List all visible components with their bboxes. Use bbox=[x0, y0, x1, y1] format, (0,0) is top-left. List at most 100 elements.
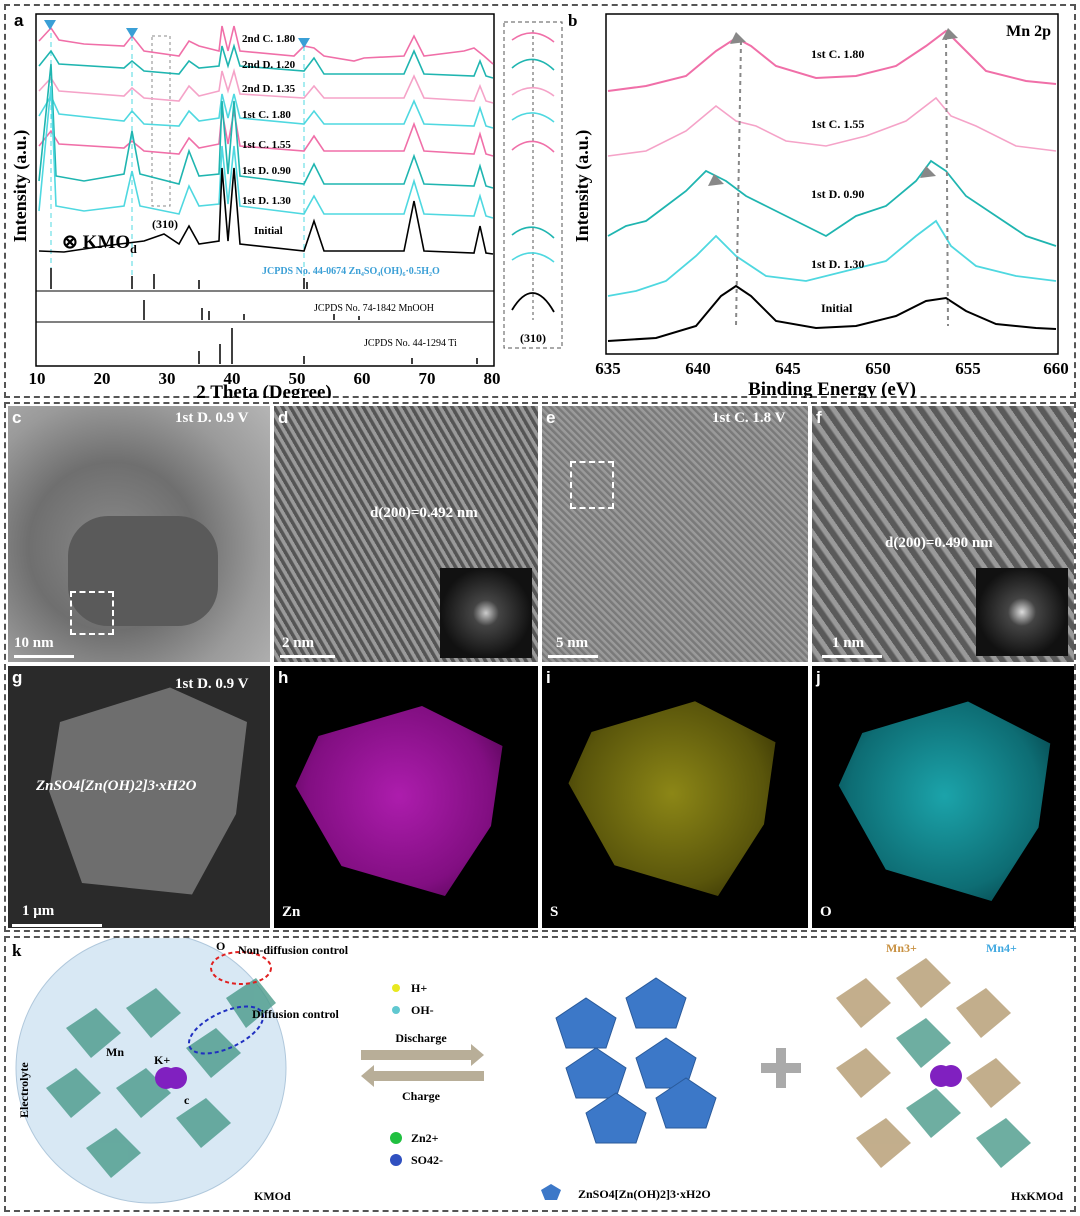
svg-text:⊗ KMOd: ⊗ KMOd bbox=[62, 232, 137, 256]
svg-text:1st C. 1.55: 1st C. 1.55 bbox=[811, 117, 864, 131]
svg-text:Initial: Initial bbox=[821, 301, 853, 315]
svg-text:1st D. 0.90: 1st D. 0.90 bbox=[242, 165, 291, 177]
svg-text:Charge: Charge bbox=[402, 1089, 441, 1103]
svg-text:655: 655 bbox=[955, 359, 981, 378]
svg-text:2nd D. 1.20: 2nd D. 1.20 bbox=[242, 59, 296, 71]
top-panel-frame bbox=[4, 4, 1076, 398]
svg-text:O: O bbox=[216, 939, 225, 953]
panel-g-caption: 1st D. 0.9 V bbox=[175, 676, 249, 692]
panel-a-inset: (310) bbox=[503, 21, 563, 349]
panel-a-xrd-chart: a 2nd C. 1.80 2nd D. 1.20 2nd D. 1.35 1s… bbox=[10, 11, 501, 398]
svg-text:1st C. 1.55: 1st C. 1.55 bbox=[242, 139, 291, 151]
panel-e-scale-bar bbox=[548, 655, 598, 658]
svg-text:Intensity (a.u.): Intensity (a.u.) bbox=[572, 130, 593, 243]
panel-g-haadf-image bbox=[8, 666, 270, 928]
panel-g-scale-text: 1 μm bbox=[22, 903, 55, 919]
panel-b-xps-chart: b Mn 2p 1st C. 1.80 1st C. 1.55 1st D. 0… bbox=[568, 11, 1069, 398]
svg-text:40: 40 bbox=[224, 369, 241, 388]
panel-k-schematic: k O Non-diffusion control Diffusion cont… bbox=[12, 938, 1063, 1204]
svg-text:660: 660 bbox=[1043, 359, 1069, 378]
panel-g-formula: ZnSO4[Zn(OH)2]3·xH2O bbox=[36, 778, 197, 794]
svg-text:20: 20 bbox=[94, 369, 111, 388]
svg-text:2nd C. 1.80: 2nd C. 1.80 bbox=[242, 33, 296, 45]
svg-text:Mn3+: Mn3+ bbox=[886, 941, 917, 955]
panel-e-scale-text: 5 nm bbox=[556, 635, 589, 651]
panel-c-scale-bar bbox=[14, 655, 74, 658]
panel-f-scale-text: 1 nm bbox=[832, 635, 865, 651]
panel-d-dspacing: d(200)=0.492 nm bbox=[370, 505, 478, 521]
panel-d-scale-text: 2 nm bbox=[282, 635, 315, 651]
panel-i-label: i bbox=[546, 668, 551, 687]
svg-text:Non-diffusion control: Non-diffusion control bbox=[238, 943, 349, 957]
svg-text:Diffusion control: Diffusion control bbox=[252, 1007, 339, 1021]
svg-text:1st C. 1.80: 1st C. 1.80 bbox=[242, 109, 291, 121]
svg-text:ZnSO4[Zn(OH)2]3·xH2O: ZnSO4[Zn(OH)2]3·xH2O bbox=[578, 1187, 711, 1201]
panel-f-hrtem-image bbox=[812, 406, 1074, 662]
svg-text:k: k bbox=[12, 941, 22, 960]
bottom-panel-frame bbox=[4, 936, 1076, 1212]
svg-text:70: 70 bbox=[419, 369, 436, 388]
svg-text:Mn: Mn bbox=[106, 1045, 124, 1059]
panel-e-label: e bbox=[546, 408, 556, 427]
panel-c-scale-text: 10 nm bbox=[14, 635, 54, 651]
panel-f-label: f bbox=[816, 408, 822, 427]
svg-text:1st C. 1.80: 1st C. 1.80 bbox=[811, 47, 864, 61]
panel-f-scale-bar bbox=[822, 655, 882, 658]
svg-text:Initial: Initial bbox=[254, 225, 283, 237]
panel-i-element: S bbox=[550, 904, 559, 920]
panel-e-tem-image bbox=[542, 406, 808, 662]
panel-g-scale-bar bbox=[12, 924, 102, 927]
svg-text:640: 640 bbox=[685, 359, 711, 378]
svg-text:635: 635 bbox=[595, 359, 621, 378]
panel-i-s-map bbox=[542, 666, 808, 928]
svg-text:Zn2+: Zn2+ bbox=[411, 1131, 439, 1145]
panel-h-element: Zn bbox=[282, 904, 301, 920]
svg-text:(310): (310) bbox=[520, 331, 546, 345]
svg-text:650: 650 bbox=[865, 359, 891, 378]
panel-j-o-map bbox=[812, 666, 1074, 928]
svg-text:1st D. 1.30: 1st D. 1.30 bbox=[242, 195, 291, 207]
svg-text:1st D. 1.30: 1st D. 1.30 bbox=[811, 257, 864, 271]
panel-c-caption: 1st D. 0.9 V bbox=[175, 410, 249, 426]
panel-c-label: c bbox=[12, 408, 22, 427]
svg-text:KMOd: KMOd bbox=[254, 1189, 291, 1203]
svg-text:Intensity (a.u.): Intensity (a.u.) bbox=[10, 130, 31, 243]
svg-text:HxKMOd: HxKMOd bbox=[1011, 1189, 1063, 1203]
svg-text:Binding Energy (eV): Binding Energy (eV) bbox=[748, 379, 916, 398]
svg-text:c: c bbox=[184, 1093, 190, 1107]
svg-text:SO42-: SO42- bbox=[411, 1153, 443, 1167]
panel-e-caption: 1st C. 1.8 V bbox=[712, 410, 786, 426]
panel-h-zn-map bbox=[274, 666, 538, 928]
panel-j-label: j bbox=[816, 668, 821, 687]
svg-text:JCPDS No. 74-1842 MnOOH: JCPDS No. 74-1842 MnOOH bbox=[314, 303, 434, 314]
panel-j-element: O bbox=[820, 904, 832, 920]
panel-h-label: h bbox=[278, 668, 289, 687]
svg-text:Mn 2p: Mn 2p bbox=[1006, 23, 1051, 40]
svg-text:30: 30 bbox=[159, 369, 176, 388]
panel-a-label: a bbox=[14, 11, 24, 30]
panel-d-scale-bar bbox=[280, 655, 335, 658]
svg-text:Discharge: Discharge bbox=[395, 1031, 447, 1045]
panel-f-dspacing: d(200)=0.490 nm bbox=[885, 535, 993, 551]
panel-a-axes-frame bbox=[35, 13, 495, 367]
panel-g-label: g bbox=[12, 668, 23, 687]
svg-text:Electrolyte: Electrolyte bbox=[17, 1062, 31, 1118]
svg-text:2nd D. 1.35: 2nd D. 1.35 bbox=[242, 83, 296, 95]
svg-text:50: 50 bbox=[289, 369, 306, 388]
svg-text:645: 645 bbox=[775, 359, 801, 378]
svg-text:OH-: OH- bbox=[411, 1003, 434, 1017]
svg-text:JCPDS No. 44-0674 Zn₄SO₄(OH)₆·: JCPDS No. 44-0674 Zn₄SO₄(OH)₆·0.5H₂O bbox=[262, 266, 440, 277]
svg-text:2 Theta (Degree): 2 Theta (Degree) bbox=[196, 382, 331, 398]
middle-panel-frame bbox=[4, 402, 1076, 932]
svg-text:60: 60 bbox=[354, 369, 371, 388]
panel-d-label: d bbox=[278, 408, 289, 427]
panel-c-tem-image bbox=[8, 406, 270, 662]
svg-text:JCPDS No. 44-1294 Ti: JCPDS No. 44-1294 Ti bbox=[364, 338, 457, 349]
panel-b-label: b bbox=[568, 11, 577, 30]
svg-text:K+: K+ bbox=[154, 1053, 170, 1067]
svg-text:80: 80 bbox=[484, 369, 501, 388]
svg-text:H+: H+ bbox=[411, 981, 427, 995]
panel-d-hrtem-image bbox=[274, 406, 538, 662]
svg-text:(310): (310) bbox=[152, 217, 178, 231]
svg-text:Mn4+: Mn4+ bbox=[986, 941, 1017, 955]
